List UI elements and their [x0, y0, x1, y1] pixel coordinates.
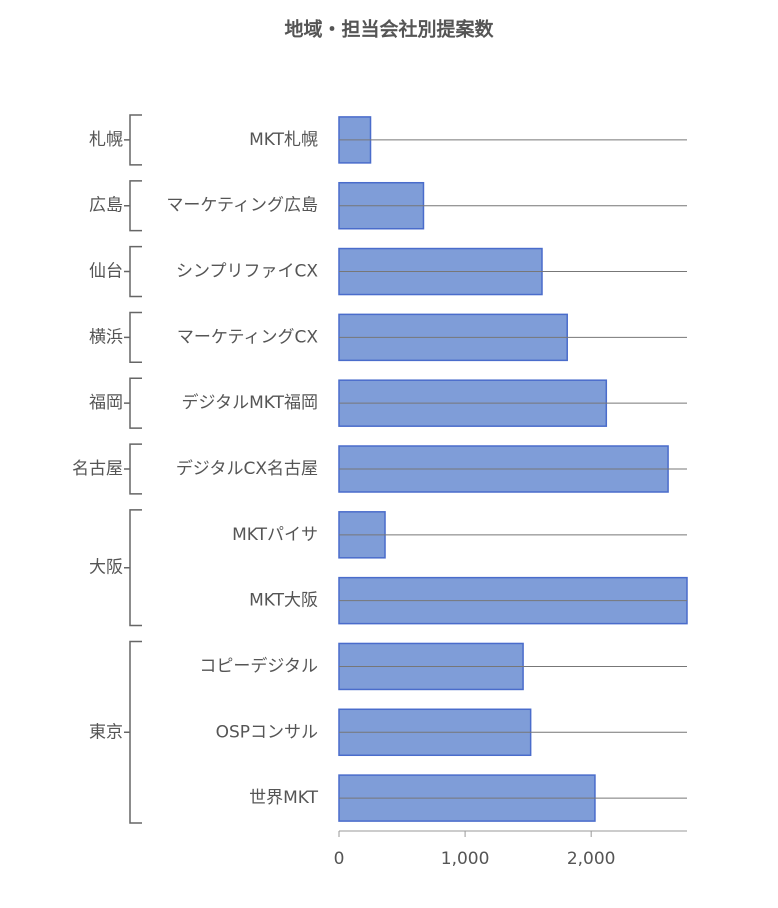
- y-tick-label: コピーデジタル: [199, 655, 318, 676]
- group-bracket: [124, 377, 142, 429]
- group-label: 横浜: [89, 327, 123, 347]
- x-tick-label: 1,000: [441, 849, 490, 869]
- y-tick-label: マーケティング広島: [166, 196, 318, 216]
- group-bracket: [124, 509, 142, 627]
- group-bracket: [124, 311, 142, 364]
- group-bracket: [124, 443, 142, 495]
- group-label: 福岡: [89, 393, 123, 413]
- y-tick-label: 世界MKT: [249, 788, 318, 808]
- group-bracket: [124, 640, 142, 824]
- y-tick-label: MKT大阪: [249, 591, 318, 611]
- y-tick-label: デジタルCX名古屋: [176, 458, 318, 479]
- y-tick-label: OSPコンサル: [216, 722, 318, 742]
- x-tick-label: 0: [334, 849, 345, 869]
- group-label: 大阪: [89, 558, 123, 578]
- group-bracket: [124, 245, 142, 298]
- group-label: 札幌: [89, 130, 123, 150]
- y-tick-label: マーケティングCX: [177, 327, 319, 347]
- group-bracket: [124, 180, 142, 232]
- chart-title: 地域・担当会社別提案数: [284, 18, 494, 41]
- group-label: 東京: [89, 722, 123, 742]
- y-tick-label: MKTパイサ: [232, 525, 318, 545]
- group-bracket: [124, 114, 142, 166]
- group-label: 仙台: [89, 262, 123, 282]
- y-tick-label: シンプリファイCX: [176, 262, 318, 282]
- y-tick-label: MKT札幌: [249, 130, 318, 150]
- group-label: 名古屋: [72, 459, 123, 479]
- x-tick-label: 2,000: [567, 849, 616, 869]
- y-tick-label: デジタルMKT福岡: [181, 392, 318, 413]
- group-label: 広島: [89, 196, 123, 216]
